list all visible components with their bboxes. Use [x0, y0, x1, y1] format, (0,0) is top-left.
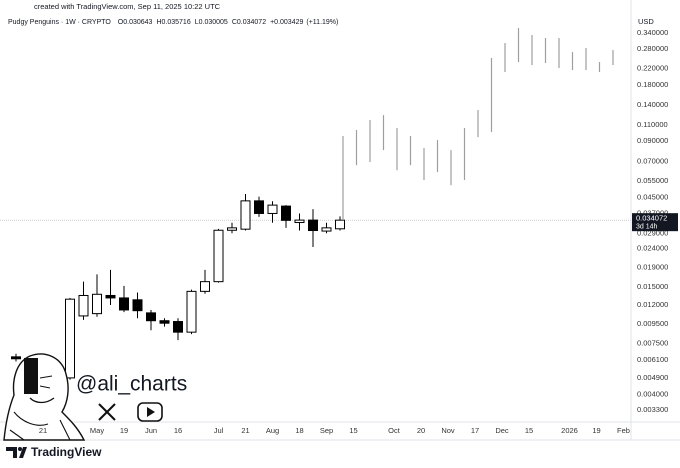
ohlc-value: 0.035716: [162, 19, 191, 26]
y-tick-label: 0.090000: [637, 136, 668, 145]
y-tick-label: 0.140000: [637, 100, 668, 109]
x-tick-label: Aug: [266, 426, 279, 435]
y-tick-label: 0.110000: [637, 120, 668, 129]
ohlc-value: 0.034072: [237, 19, 266, 26]
candle-body: [200, 281, 210, 292]
x-tick-label: 21: [39, 426, 47, 435]
candle-body: [173, 321, 183, 333]
x-tick-label: Feb: [617, 426, 630, 435]
x-tick-label: 17: [471, 426, 479, 435]
candle-body: [105, 294, 116, 299]
x-tick-label: 15: [349, 426, 357, 435]
candle-body: [227, 227, 237, 231]
x-tick-label: 2026: [561, 426, 578, 435]
brand: TradingView: [31, 445, 102, 459]
x-tick-label: Nov: [441, 426, 455, 435]
change-pct: (+11.19%): [306, 19, 338, 26]
candle-body: [159, 320, 170, 324]
y-tick-label: 0.024000: [637, 244, 668, 253]
x-tick-label: Jul: [214, 426, 224, 435]
ohlc-value: 0.030643: [123, 19, 152, 26]
ohlc-prefix: C: [232, 19, 237, 26]
attribution: created with TradingView.com, Sep 11, 20…: [34, 2, 221, 11]
x-logo: [98, 403, 116, 421]
candle-body: [132, 299, 143, 312]
y-tick-label: 0.037000: [637, 208, 668, 217]
x-tick-label: 15: [525, 426, 533, 435]
y-tick-label: 0.015000: [637, 282, 668, 291]
candle-body: [267, 204, 278, 214]
youtube-logo: [137, 402, 163, 422]
y-tick-label: 0.180000: [637, 80, 668, 89]
x-tick-label: Sep: [320, 426, 333, 435]
ohlc-prefix: H: [156, 19, 161, 26]
y-tick-label: 0.029000: [637, 228, 668, 237]
change: +0.003429: [270, 19, 303, 26]
y-tick-label: 0.340000: [637, 28, 668, 37]
candle-body: [240, 200, 251, 230]
candle-body: [65, 298, 75, 379]
countdown: 3d 14h: [636, 224, 658, 231]
price-label-box: [632, 213, 678, 232]
x-tick-label: 16: [174, 426, 182, 435]
y-tick-label: 0.280000: [637, 44, 668, 53]
candle-body: [146, 312, 156, 322]
candle-body: [11, 356, 21, 360]
ohlc-value: 0.030005: [199, 19, 228, 26]
y-tick-label: 0.006100: [637, 355, 668, 364]
x-tick-label: 19: [120, 426, 128, 435]
y-tick-label: 0.070000: [637, 157, 668, 166]
x-tick-label: 18: [295, 426, 303, 435]
ohlc-prefix: O: [118, 19, 124, 26]
avatar: [3, 353, 86, 441]
symbol: Pudgy Penguins · 1W · CRYPTO: [8, 19, 111, 26]
x-tick-label: Jun: [145, 426, 157, 435]
candle-body: [281, 205, 291, 221]
y-tick-label: 0.004900: [637, 373, 668, 382]
x-tick-label: Oct: [388, 426, 401, 435]
y-tick-label: 0.007500: [637, 338, 668, 347]
x-tick-label: 19: [592, 426, 600, 435]
candle-body: [335, 219, 345, 230]
currency: USD: [638, 17, 654, 26]
candle-body: [186, 290, 197, 333]
x-tick-label: 20: [417, 426, 425, 435]
x-tick-label: May: [90, 426, 104, 435]
candle-body: [294, 219, 305, 224]
price-label: 0.034072: [636, 214, 667, 223]
y-tick-label: 0.220000: [637, 63, 668, 72]
x-tick-label: 21: [241, 426, 249, 435]
candle-body: [119, 297, 129, 311]
y-tick-label: 0.019000: [637, 263, 668, 272]
y-tick-label: 0.004000: [637, 389, 668, 398]
y-tick-label: 0.003300: [637, 405, 668, 414]
legend-header: Pudgy Penguins · 1W · CRYPTO O0.030643 H0…: [8, 19, 338, 26]
candle-body: [321, 227, 332, 232]
y-tick-label: 0.009500: [637, 319, 668, 328]
x-tick-label: Dec: [495, 426, 509, 435]
watermark: @ali_charts: [76, 373, 187, 396]
ohlc-prefix: L: [195, 19, 199, 26]
y-tick-label: 0.045000: [637, 193, 668, 202]
candle-body: [78, 294, 89, 317]
y-tick-label: 0.012000: [637, 300, 668, 309]
candle-body: [254, 200, 264, 214]
candle-body: [308, 219, 318, 232]
candle-body: [213, 229, 224, 283]
y-tick-label: 0.055000: [637, 176, 668, 185]
brand-logo: [6, 447, 27, 458]
candle-body: [92, 293, 102, 315]
